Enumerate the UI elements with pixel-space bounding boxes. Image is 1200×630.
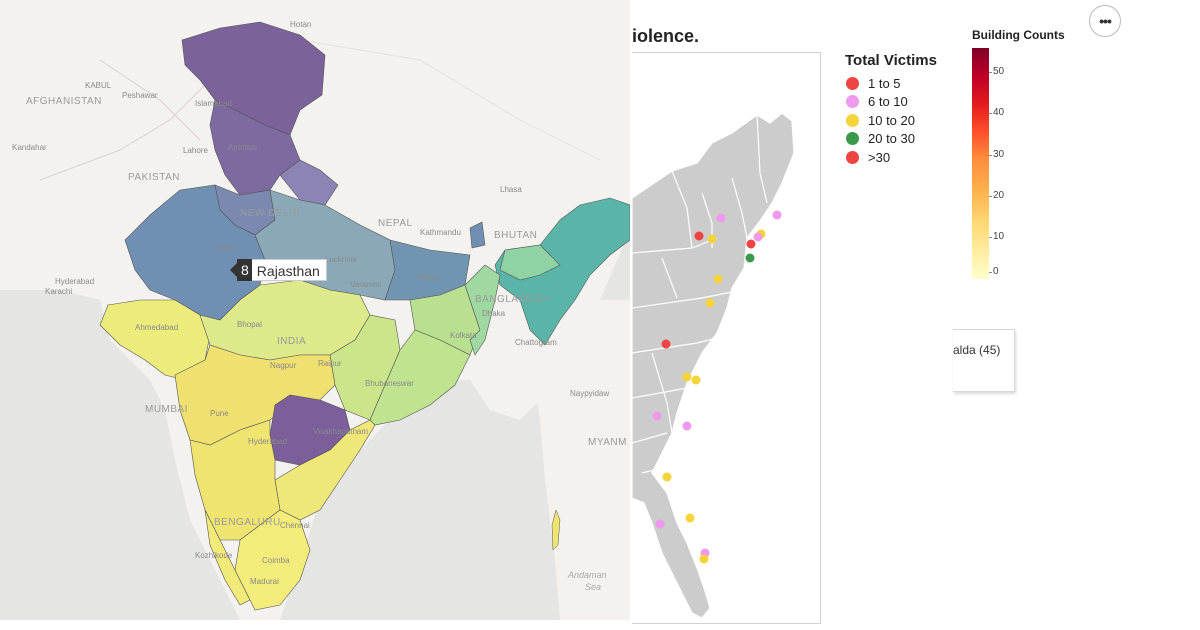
victim-point[interactable] bbox=[685, 513, 695, 523]
svg-text:Naypyidaw: Naypyidaw bbox=[570, 389, 609, 398]
victim-point[interactable] bbox=[707, 234, 717, 244]
victim-point[interactable] bbox=[716, 213, 726, 223]
svg-text:MUMBAI: MUMBAI bbox=[145, 404, 188, 415]
india-choropleth-map[interactable]: Hotan KABUL Peshawar AFGHANISTAN Islamab… bbox=[0, 0, 630, 620]
svg-text:Islamabad: Islamabad bbox=[195, 99, 232, 108]
total-victims-legend: Total Victims 1 to 5 6 to 10 10 to 20 20… bbox=[845, 52, 937, 167]
victim-point[interactable] bbox=[694, 231, 704, 241]
legend-label: >30 bbox=[868, 149, 891, 165]
svg-text:Raipur: Raipur bbox=[318, 359, 342, 368]
svg-text:Amritsar: Amritsar bbox=[228, 143, 258, 152]
popup-text: alda (45) bbox=[953, 343, 1001, 357]
legend-dot-icon bbox=[846, 95, 859, 109]
victim-point[interactable] bbox=[699, 554, 709, 564]
us-map-title: iolence. bbox=[632, 26, 700, 46]
svg-text:Lhasa: Lhasa bbox=[500, 185, 522, 194]
svg-text:Peshawar: Peshawar bbox=[122, 91, 158, 100]
india-map-svg: Hotan KABUL Peshawar AFGHANISTAN Islamab… bbox=[0, 0, 630, 620]
svg-text:INDIA: INDIA bbox=[277, 336, 306, 347]
svg-text:Kolkata: Kolkata bbox=[450, 331, 477, 340]
victim-point[interactable] bbox=[705, 298, 715, 308]
victim-point[interactable] bbox=[682, 421, 692, 431]
legend-label: 1 to 5 bbox=[868, 75, 901, 91]
legend-label: 10 to 20 bbox=[868, 112, 915, 128]
map-tooltip: 8 Rajasthan bbox=[230, 259, 327, 281]
tooltip-count: 8 bbox=[230, 259, 252, 281]
victim-point[interactable] bbox=[661, 339, 671, 349]
colorbar-tick: 20 bbox=[993, 190, 1005, 201]
victim-point[interactable] bbox=[745, 253, 755, 263]
svg-text:BANGLADESH: BANGLADESH bbox=[475, 294, 548, 305]
legend-dot-icon bbox=[846, 150, 859, 164]
svg-text:Ahmedabad: Ahmedabad bbox=[135, 323, 178, 332]
svg-text:Jaipur: Jaipur bbox=[215, 243, 237, 252]
svg-text:Dhaka: Dhaka bbox=[482, 309, 506, 318]
colorbar-tick: 0 bbox=[993, 266, 999, 277]
victim-point[interactable] bbox=[772, 210, 782, 220]
svg-text:Lucknow: Lucknow bbox=[325, 255, 357, 264]
legend-item[interactable]: >30 bbox=[845, 148, 937, 167]
colorbar-tick: 30 bbox=[993, 149, 1005, 160]
svg-text:Bhopal: Bhopal bbox=[237, 320, 262, 329]
legend-label: 6 to 10 bbox=[868, 94, 908, 110]
svg-text:NEW DELHI: NEW DELHI bbox=[240, 208, 300, 219]
legend-item[interactable]: 20 to 30 bbox=[845, 130, 937, 149]
svg-text:NEPAL: NEPAL bbox=[378, 218, 413, 229]
legend-label: 20 to 30 bbox=[868, 131, 915, 147]
colorbar-tick: 40 bbox=[993, 107, 1005, 118]
svg-text:Hotan: Hotan bbox=[290, 20, 311, 29]
svg-text:BENGALURU: BENGALURU bbox=[214, 517, 281, 528]
tooltip-state-name: Rajasthan bbox=[251, 259, 327, 281]
victim-point[interactable] bbox=[753, 232, 763, 242]
svg-text:KABUL: KABUL bbox=[85, 81, 112, 90]
svg-text:Karachi: Karachi bbox=[45, 287, 72, 296]
svg-text:Sea: Sea bbox=[585, 582, 601, 592]
colorbar-gradient bbox=[972, 48, 989, 279]
colorbar-title: Building Counts bbox=[972, 28, 1065, 42]
svg-text:Hyderabad: Hyderabad bbox=[55, 277, 94, 286]
svg-text:Coimba: Coimba bbox=[262, 556, 290, 565]
legend-dot-icon bbox=[846, 132, 859, 146]
victim-point[interactable] bbox=[713, 274, 723, 284]
svg-text:PAKISTAN: PAKISTAN bbox=[128, 172, 180, 183]
svg-text:Nagpur: Nagpur bbox=[270, 361, 297, 370]
svg-text:Andaman: Andaman bbox=[567, 570, 607, 580]
svg-text:Pune: Pune bbox=[210, 409, 229, 418]
legend-item[interactable]: 1 to 5 bbox=[845, 74, 937, 93]
svg-text:Madurai: Madurai bbox=[250, 577, 279, 586]
victim-point[interactable] bbox=[691, 375, 701, 385]
svg-text:Chattogram: Chattogram bbox=[515, 338, 557, 347]
legend-title: Total Victims bbox=[845, 52, 937, 69]
colorbar-tick: 50 bbox=[993, 66, 1005, 77]
colorbar-tick: 10 bbox=[993, 231, 1005, 242]
victim-point[interactable] bbox=[652, 411, 662, 421]
svg-text:Kozhikode: Kozhikode bbox=[195, 551, 233, 560]
svg-text:Chennai: Chennai bbox=[280, 521, 310, 530]
svg-text:Patna: Patna bbox=[418, 273, 439, 282]
legend-item[interactable]: 10 to 20 bbox=[845, 111, 937, 130]
legend-dot-icon bbox=[846, 113, 859, 127]
victim-point[interactable] bbox=[682, 372, 692, 382]
victim-point[interactable] bbox=[662, 472, 672, 482]
svg-text:AFGHANISTAN: AFGHANISTAN bbox=[26, 96, 102, 107]
victim-point[interactable] bbox=[655, 519, 665, 529]
svg-text:MYANM: MYANM bbox=[588, 437, 627, 448]
svg-text:Kathmandu: Kathmandu bbox=[420, 228, 461, 237]
us-scatter-map[interactable] bbox=[632, 52, 821, 624]
svg-text:Lahore: Lahore bbox=[183, 146, 208, 155]
more-options-button[interactable]: ••• bbox=[1089, 5, 1121, 37]
legend-dot-icon bbox=[846, 76, 859, 90]
us-map-svg bbox=[632, 112, 795, 619]
svg-text:Bhubaneswar: Bhubaneswar bbox=[365, 379, 414, 388]
svg-text:Hyderabad: Hyderabad bbox=[248, 437, 287, 446]
map-popup: alda (45) bbox=[953, 329, 1015, 392]
svg-text:Kandahar: Kandahar bbox=[12, 143, 47, 152]
svg-text:BHUTAN: BHUTAN bbox=[494, 230, 537, 241]
legend-item[interactable]: 6 to 10 bbox=[845, 93, 937, 112]
building-counts-colorbar: Building Counts 50 40 30 20 10 0 bbox=[970, 28, 1080, 288]
svg-text:Varanasi: Varanasi bbox=[350, 280, 381, 289]
victim-point[interactable] bbox=[746, 239, 756, 249]
svg-text:Visakhapatnam: Visakhapatnam bbox=[313, 427, 368, 436]
